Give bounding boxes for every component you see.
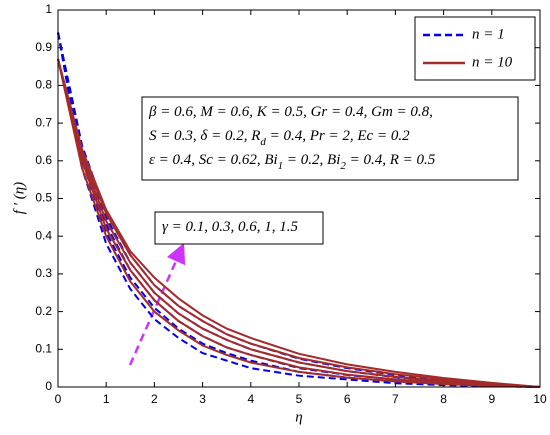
x-tick-label: 4 bbox=[247, 392, 254, 406]
y-tick-label: 0.3 bbox=[35, 266, 52, 280]
annotation-subscript: d bbox=[260, 136, 266, 148]
annotation-part: ε = 0.4, Sc = 0.62, Bi bbox=[149, 152, 278, 168]
annotation-text: ε = 0.4, Sc = 0.62, Bi1​ = 0.2, Bi2​ = 0… bbox=[149, 152, 436, 171]
x-tick-label: 3 bbox=[199, 392, 206, 406]
y-tick-label: 0 bbox=[45, 379, 52, 393]
y-tick-label: 0.4 bbox=[35, 228, 52, 242]
annotation-part: S = 0.3, δ = 0.2, R bbox=[149, 128, 260, 144]
x-tick-label: 10 bbox=[533, 392, 547, 406]
plot-frame bbox=[57, 9, 541, 388]
annotation-text: S = 0.3, δ = 0.2, Rd​ = 0.4, Pr = 2, Ec … bbox=[149, 128, 410, 147]
y-tick-label: 1 bbox=[45, 2, 52, 16]
x-tick-label: 9 bbox=[488, 392, 495, 406]
annotation-part: = 0.2, Bi bbox=[283, 152, 340, 168]
x-tick-label: 1 bbox=[103, 392, 110, 406]
annotation-part: = 0.4, Pr = 2, Ec = 0.2 bbox=[266, 128, 410, 144]
curve bbox=[57, 58, 541, 388]
annotation-part: = 0.4, R = 0.5 bbox=[346, 152, 436, 168]
x-tick-label: 2 bbox=[151, 392, 158, 406]
y-tick-label: 0.9 bbox=[35, 40, 52, 54]
x-tick-label: 7 bbox=[392, 392, 399, 406]
annotation-text: β = 0.6, M = 0.6, K = 0.5, Gr = 0.4, Gm … bbox=[148, 104, 433, 120]
annotation-part: γ = 0.1, 0.3, 0.6, 1, 1.5 bbox=[162, 219, 299, 235]
y-tick-label: 0.5 bbox=[35, 191, 52, 205]
y-tick-label: 0.7 bbox=[35, 115, 52, 129]
x-tick-label: 0 bbox=[55, 392, 62, 406]
legend-label: n = 10 bbox=[472, 54, 513, 70]
annotation-box bbox=[141, 96, 519, 181]
curve bbox=[57, 58, 541, 388]
curve bbox=[57, 58, 541, 388]
x-tick-label: 8 bbox=[440, 392, 447, 406]
y-tick-label: 0.1 bbox=[35, 341, 52, 355]
trend-arrow bbox=[128, 242, 186, 366]
y-tick-label: 0.6 bbox=[35, 153, 52, 167]
curve bbox=[57, 32, 541, 388]
annotation-part: β = 0.6, M = 0.6, K = 0.5, Gr = 0.4, Gm … bbox=[148, 104, 433, 120]
y-tick-label: 0.8 bbox=[35, 78, 52, 92]
annotation-subscript: 1 bbox=[278, 160, 284, 172]
curve bbox=[57, 58, 541, 388]
legend-label: n = 1 bbox=[472, 26, 505, 42]
curve bbox=[57, 58, 541, 388]
legend-box bbox=[414, 16, 536, 81]
y-axis-label: f ′ (η) bbox=[11, 182, 27, 214]
x-tick-label: 6 bbox=[344, 392, 351, 406]
x-tick-label: 5 bbox=[296, 392, 303, 406]
annotation-box bbox=[154, 211, 324, 245]
legend: n = 1 n = 10 bbox=[414, 16, 536, 81]
annotation-subscript: 2 bbox=[340, 160, 346, 172]
y-tick-label: 0.2 bbox=[35, 304, 52, 318]
x-axis-label: η bbox=[295, 409, 302, 425]
annotation-text: γ = 0.1, 0.3, 0.6, 1, 1.5 bbox=[162, 219, 299, 235]
